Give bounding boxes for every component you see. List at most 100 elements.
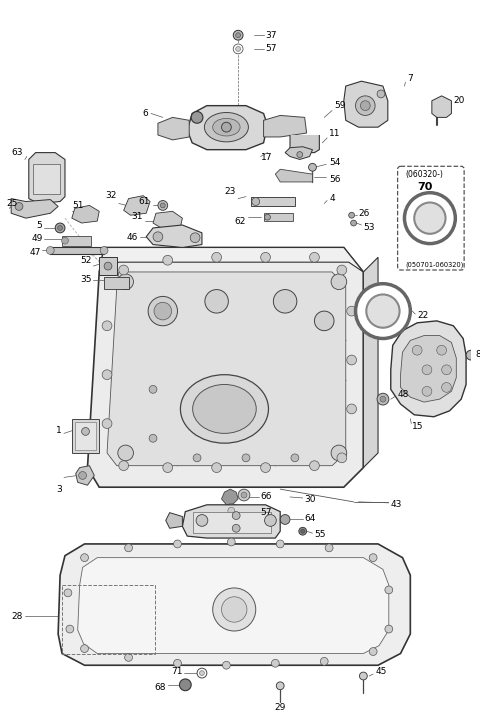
- Circle shape: [221, 597, 247, 622]
- Circle shape: [347, 306, 357, 316]
- Circle shape: [314, 311, 334, 331]
- Circle shape: [380, 397, 386, 402]
- Text: 20: 20: [454, 97, 465, 105]
- Circle shape: [180, 679, 191, 691]
- Circle shape: [252, 198, 260, 205]
- Circle shape: [437, 345, 446, 355]
- Text: 3: 3: [56, 485, 62, 494]
- Circle shape: [232, 524, 240, 532]
- Circle shape: [102, 419, 112, 428]
- Text: (060320-): (060320-): [406, 169, 444, 179]
- Circle shape: [221, 123, 231, 132]
- Circle shape: [366, 294, 399, 328]
- Circle shape: [197, 668, 207, 678]
- Text: 28: 28: [12, 612, 23, 621]
- Circle shape: [337, 453, 347, 463]
- Circle shape: [238, 489, 250, 501]
- Text: 46: 46: [127, 233, 138, 242]
- Circle shape: [163, 255, 173, 265]
- Circle shape: [212, 252, 221, 262]
- Circle shape: [125, 544, 132, 552]
- Text: 8: 8: [475, 350, 480, 358]
- Circle shape: [347, 404, 357, 414]
- Text: 47: 47: [29, 248, 40, 257]
- Circle shape: [291, 454, 299, 461]
- Circle shape: [213, 588, 256, 631]
- FancyBboxPatch shape: [397, 167, 464, 270]
- Circle shape: [466, 350, 476, 360]
- Circle shape: [223, 661, 230, 669]
- Polygon shape: [146, 225, 202, 247]
- Polygon shape: [76, 466, 95, 485]
- Text: 59: 59: [334, 101, 346, 110]
- Circle shape: [158, 200, 168, 211]
- Polygon shape: [107, 272, 346, 466]
- Polygon shape: [182, 505, 280, 538]
- Ellipse shape: [180, 375, 268, 443]
- Polygon shape: [158, 118, 189, 140]
- Polygon shape: [432, 96, 451, 118]
- Circle shape: [118, 445, 133, 461]
- Circle shape: [55, 223, 65, 233]
- Text: 61: 61: [139, 197, 150, 206]
- Text: 49: 49: [31, 234, 42, 243]
- Text: 37: 37: [265, 31, 277, 40]
- Circle shape: [125, 653, 132, 661]
- Circle shape: [299, 527, 307, 535]
- Text: 23: 23: [225, 187, 236, 196]
- Text: 43: 43: [391, 500, 402, 509]
- Text: 11: 11: [329, 128, 341, 138]
- Bar: [62, 236, 91, 246]
- Circle shape: [325, 544, 333, 552]
- Circle shape: [347, 355, 357, 365]
- Circle shape: [233, 30, 243, 40]
- Text: 55: 55: [314, 530, 326, 539]
- Bar: [193, 512, 271, 533]
- Circle shape: [276, 540, 284, 548]
- Text: 64: 64: [305, 514, 316, 523]
- Text: (050701-060320): (050701-060320): [406, 262, 464, 268]
- Circle shape: [377, 90, 385, 98]
- Circle shape: [82, 428, 89, 435]
- Circle shape: [320, 658, 328, 665]
- Circle shape: [271, 660, 279, 667]
- Circle shape: [297, 151, 303, 157]
- Polygon shape: [124, 195, 150, 216]
- Polygon shape: [264, 115, 307, 137]
- Text: 62: 62: [235, 216, 246, 226]
- Circle shape: [47, 247, 54, 255]
- Circle shape: [360, 101, 370, 110]
- Text: 6: 6: [143, 109, 148, 118]
- Circle shape: [360, 672, 367, 680]
- Circle shape: [264, 515, 276, 526]
- Polygon shape: [58, 544, 410, 665]
- Circle shape: [174, 540, 181, 548]
- Polygon shape: [344, 81, 388, 127]
- Polygon shape: [221, 489, 238, 505]
- Bar: [72, 419, 99, 453]
- Polygon shape: [87, 247, 363, 487]
- Text: 32: 32: [106, 191, 117, 200]
- Circle shape: [377, 393, 389, 405]
- Text: 70: 70: [417, 182, 432, 192]
- Bar: [50, 247, 104, 255]
- Circle shape: [261, 463, 270, 472]
- Circle shape: [356, 96, 375, 115]
- Circle shape: [225, 504, 238, 518]
- Text: 15: 15: [412, 422, 424, 431]
- Text: 54: 54: [329, 158, 340, 167]
- Circle shape: [153, 232, 163, 242]
- Text: 29: 29: [275, 703, 286, 712]
- Circle shape: [149, 386, 157, 393]
- Circle shape: [104, 262, 112, 270]
- Polygon shape: [99, 247, 363, 272]
- Text: 53: 53: [363, 224, 375, 232]
- Circle shape: [412, 345, 422, 355]
- Circle shape: [232, 512, 240, 519]
- Polygon shape: [290, 135, 319, 153]
- Circle shape: [102, 321, 112, 331]
- Circle shape: [81, 645, 88, 653]
- Circle shape: [196, 515, 208, 526]
- Text: 71: 71: [171, 667, 182, 676]
- Circle shape: [414, 203, 445, 234]
